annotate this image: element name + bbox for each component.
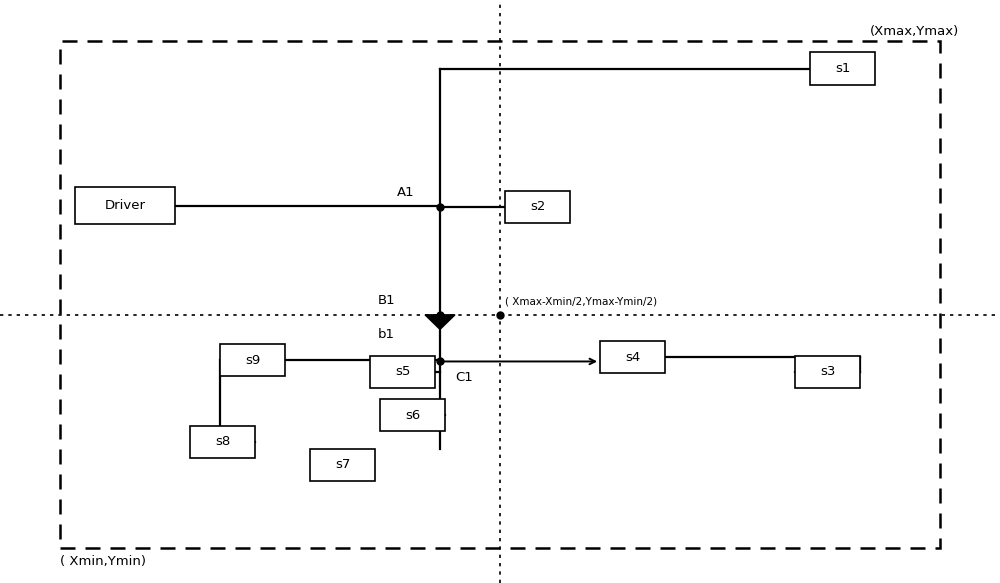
- Text: s5: s5: [395, 365, 410, 378]
- Bar: [75, 187, 175, 224]
- Text: ( Xmin,Ymin): ( Xmin,Ymin): [60, 556, 146, 568]
- Text: s2: s2: [530, 200, 545, 213]
- Bar: [795, 356, 860, 388]
- Bar: [310, 449, 375, 481]
- Bar: [600, 341, 665, 373]
- Text: ( Xmax-Xmin/2,Ymax-Ymin/2): ( Xmax-Xmin/2,Ymax-Ymin/2): [505, 296, 657, 306]
- Bar: [370, 356, 435, 388]
- Text: Driver: Driver: [104, 199, 146, 212]
- Text: (Xmax,Ymax): (Xmax,Ymax): [870, 25, 959, 38]
- Text: s6: s6: [405, 409, 420, 422]
- Text: s3: s3: [820, 365, 835, 378]
- Bar: [810, 52, 875, 85]
- Text: b1: b1: [378, 328, 395, 340]
- Bar: [190, 426, 255, 458]
- Text: A1: A1: [397, 187, 415, 199]
- Text: C1: C1: [455, 371, 473, 384]
- Text: B1: B1: [377, 294, 395, 307]
- Text: s8: s8: [215, 435, 230, 448]
- Text: s9: s9: [245, 353, 260, 367]
- Bar: [220, 344, 285, 376]
- Bar: [380, 399, 445, 431]
- Polygon shape: [425, 315, 455, 329]
- Bar: [60, 41, 940, 548]
- Bar: [505, 191, 570, 223]
- Text: s7: s7: [335, 458, 350, 472]
- Text: s1: s1: [835, 62, 850, 75]
- Text: s4: s4: [625, 350, 640, 364]
